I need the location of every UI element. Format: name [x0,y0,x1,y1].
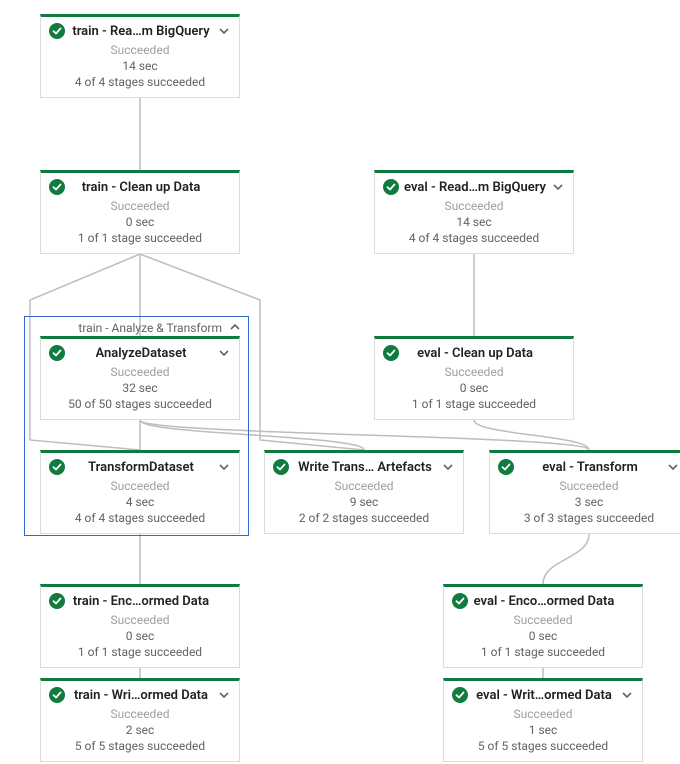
pipeline-node[interactable]: AnalyzeDataset Succeeded 32 sec 50 of 50 st… [40,336,240,420]
chevron-up-icon[interactable] [228,320,242,334]
node-status: Succeeded [49,43,231,57]
node-duration: 0 sec [49,215,231,229]
node-title: eval - Clean up Data [417,346,533,361]
chevron-placeholder [620,594,634,608]
success-icon [49,179,65,195]
node-status: Succeeded [383,199,565,213]
node-title: eval - Read…m BigQuery [404,180,546,195]
chevron-down-icon[interactable] [217,346,231,360]
node-stages: 5 of 5 stages succeeded [49,739,231,753]
node-duration: 3 sec [498,495,680,509]
chevron-down-icon[interactable] [620,688,634,702]
success-icon [498,459,514,475]
node-stages: 3 of 3 stages succeeded [498,511,680,525]
pipeline-canvas: train - Analyze & Transform train - Rea…… [0,0,680,764]
pipeline-node[interactable]: eval - Writ…ormed Data Succeeded 1 sec 5 of… [443,678,643,762]
node-title: train - Enc…ormed Data [73,594,209,609]
node-stages: 4 of 4 stages succeeded [49,511,231,525]
node-duration: 4 sec [49,495,231,509]
node-duration: 14 sec [383,215,565,229]
pipeline-node[interactable]: train - Wri…ormed Data Succeeded 2 sec 5 of… [40,678,240,762]
pipeline-node[interactable]: eval - Read…m BigQuery Succeeded 14 sec 4 o… [374,170,574,254]
node-status: Succeeded [452,613,634,627]
success-icon [49,593,65,609]
chevron-placeholder [217,594,231,608]
success-icon [383,345,399,361]
node-stages: 1 of 1 stage succeeded [49,645,231,659]
edge [474,420,589,450]
pipeline-node[interactable]: train - Rea…m BigQuery Succeeded 14 sec 4 o… [40,14,240,98]
edge [543,534,589,584]
node-status: Succeeded [49,613,231,627]
pipeline-node[interactable]: eval - Clean up Data Succeeded 0 sec 1 of 1… [374,336,574,420]
chevron-down-icon[interactable] [217,460,231,474]
success-icon [383,179,399,195]
chevron-down-icon[interactable] [217,688,231,702]
node-stages: 1 of 1 stage succeeded [383,397,565,411]
node-title: train - Rea…m BigQuery [72,24,209,39]
chevron-placeholder [217,180,231,194]
node-stages: 4 of 4 stages succeeded [49,75,231,89]
chevron-down-icon[interactable] [666,460,680,474]
pipeline-node[interactable]: train - Enc…ormed Data Succeeded 0 sec 1 of… [40,584,240,668]
success-icon [452,687,468,703]
node-stages: 1 of 1 stage succeeded [49,231,231,245]
node-stages: 4 of 4 stages succeeded [383,231,565,245]
chevron-down-icon[interactable] [441,460,455,474]
node-duration: 0 sec [49,629,231,643]
chevron-down-icon[interactable] [551,180,565,194]
node-title: eval - Transform [542,460,637,475]
node-status: Succeeded [273,479,455,493]
group-label: train - Analyze & Transform [78,321,222,335]
pipeline-node[interactable]: eval - Transform Succeeded 3 sec 3 of 3 sta… [489,450,680,534]
success-icon [49,345,65,361]
node-duration: 0 sec [383,381,565,395]
success-icon [49,23,65,39]
node-status: Succeeded [49,707,231,721]
node-status: Succeeded [49,199,231,213]
node-status: Succeeded [49,479,231,493]
node-duration: 1 sec [452,723,634,737]
node-status: Succeeded [498,479,680,493]
success-icon [452,593,468,609]
pipeline-node[interactable]: TransformDataset Succeeded 4 sec 4 of 4 sta… [40,450,240,534]
node-status: Succeeded [383,365,565,379]
node-title: eval - Writ…ormed Data [476,688,612,703]
node-stages: 5 of 5 stages succeeded [452,739,634,753]
pipeline-node[interactable]: Write Trans… Artefacts Succeeded 9 sec 2 of… [264,450,464,534]
node-stages: 50 of 50 stages succeeded [49,397,231,411]
node-title: Write Trans… Artefacts [298,460,432,475]
node-title: eval - Enco…ormed Data [474,594,615,609]
chevron-down-icon[interactable] [217,24,231,38]
node-duration: 14 sec [49,59,231,73]
node-title: train - Clean up Data [82,180,201,195]
pipeline-node[interactable]: eval - Enco…ormed Data Succeeded 0 sec 1 of… [443,584,643,668]
node-title: AnalyzeDataset [96,346,187,361]
node-status: Succeeded [49,365,231,379]
node-duration: 0 sec [452,629,634,643]
node-duration: 2 sec [49,723,231,737]
success-icon [49,459,65,475]
pipeline-node[interactable]: train - Clean up Data Succeeded 0 sec 1 of … [40,170,240,254]
node-duration: 32 sec [49,381,231,395]
node-stages: 2 of 2 stages succeeded [273,511,455,525]
chevron-placeholder [551,346,565,360]
success-icon [49,687,65,703]
node-stages: 1 of 1 stage succeeded [452,645,634,659]
success-icon [273,459,289,475]
node-title: TransformDataset [88,460,194,475]
node-title: train - Wri…ormed Data [74,688,208,703]
node-status: Succeeded [452,707,634,721]
node-duration: 9 sec [273,495,455,509]
